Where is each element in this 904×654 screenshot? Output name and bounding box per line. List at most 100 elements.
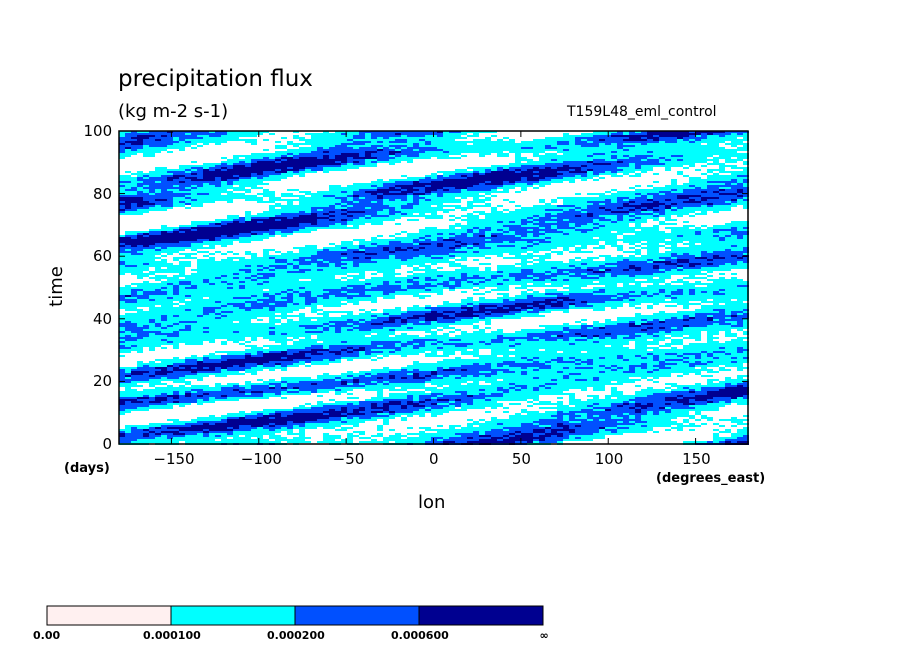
- heatmap-cell: [359, 215, 365, 217]
- heatmap-cell: [263, 193, 269, 195]
- heatmap-cell: [299, 137, 305, 139]
- heatmap-cell: [485, 185, 491, 187]
- heatmap-cell: [299, 191, 305, 193]
- heatmap-cell: [641, 167, 647, 169]
- heatmap-cell: [239, 153, 245, 155]
- heatmap-cell: [203, 139, 209, 141]
- heatmap-cell: [263, 167, 269, 169]
- heatmap-cell: [329, 219, 335, 221]
- heatmap-cell: [383, 163, 389, 165]
- heatmap-cell: [293, 185, 299, 187]
- heatmap-cell: [173, 215, 179, 217]
- heatmap-cell: [563, 153, 569, 155]
- heatmap-cell: [395, 209, 401, 211]
- heatmap-cell: [293, 181, 299, 183]
- heatmap-cell: [203, 205, 209, 207]
- heatmap-cell: [725, 179, 731, 181]
- heatmap-cell: [143, 187, 149, 189]
- heatmap-cell: [497, 161, 503, 163]
- heatmap-cell: [269, 225, 275, 227]
- heatmap-cell: [197, 153, 203, 155]
- heatmap-cell: [713, 133, 719, 135]
- heatmap-cell: [221, 157, 227, 159]
- heatmap-cell: [329, 215, 335, 217]
- heatmap-cell: [311, 177, 317, 179]
- heatmap-cell: [233, 171, 239, 173]
- heatmap-cell: [191, 203, 197, 205]
- heatmap-cell: [491, 177, 497, 179]
- heatmap-cell: [455, 141, 461, 143]
- heatmap-cell: [557, 169, 563, 171]
- heatmap-cell: [365, 151, 371, 153]
- heatmap-cell: [473, 153, 479, 155]
- heatmap-cell: [443, 193, 449, 195]
- heatmap-cell: [239, 187, 245, 189]
- heatmap-cell: [425, 203, 431, 205]
- heatmap-cell: [467, 175, 473, 177]
- heatmap-cell: [521, 201, 527, 203]
- heatmap-cell: [719, 185, 725, 187]
- heatmap-cell: [329, 163, 335, 165]
- heatmap-cell: [725, 205, 731, 207]
- heatmap-cell: [215, 187, 221, 189]
- heatmap-cell: [365, 225, 371, 227]
- heatmap-cell: [713, 171, 719, 173]
- heatmap-cell: [305, 141, 311, 143]
- heatmap-cell: [593, 183, 599, 185]
- heatmap-cell: [725, 203, 731, 205]
- heatmap-cell: [383, 167, 389, 169]
- heatmap-cell: [557, 173, 563, 175]
- heatmap-cell: [617, 155, 623, 157]
- heatmap-cell: [449, 153, 455, 155]
- heatmap-cell: [251, 195, 257, 197]
- heatmap-cell: [215, 155, 221, 157]
- heatmap-cell: [581, 209, 587, 211]
- heatmap-cell: [623, 137, 629, 139]
- heatmap-cell: [179, 185, 185, 187]
- heatmap-cell: [149, 225, 155, 227]
- heatmap-cell: [227, 161, 233, 163]
- heatmap-cell: [659, 159, 665, 161]
- heatmap-cell: [731, 203, 737, 205]
- heatmap-cell: [515, 163, 521, 165]
- heatmap-cell: [143, 221, 149, 223]
- heatmap-cell: [221, 131, 227, 133]
- heatmap-cell: [485, 173, 491, 175]
- heatmap-cell: [611, 155, 617, 157]
- heatmap-cell: [569, 209, 575, 211]
- heatmap-cell: [419, 225, 425, 227]
- heatmap-cell: [545, 137, 551, 139]
- heatmap-cell: [515, 151, 521, 153]
- heatmap-cell: [557, 147, 563, 149]
- heatmap-cell: [425, 213, 431, 215]
- heatmap-cell: [179, 215, 185, 217]
- heatmap-cell: [701, 167, 707, 169]
- heatmap-cell: [527, 163, 533, 165]
- heatmap-cell: [317, 217, 323, 219]
- heatmap-cell: [341, 219, 347, 221]
- heatmap-cell: [647, 217, 653, 219]
- heatmap-cell: [305, 219, 311, 221]
- heatmap-cell: [497, 167, 503, 169]
- heatmap-cell: [731, 143, 737, 145]
- heatmap-cell: [197, 139, 203, 141]
- heatmap-cell: [185, 207, 191, 209]
- heatmap-cell: [605, 191, 611, 193]
- heatmap-cell: [593, 145, 599, 147]
- heatmap-cell: [275, 203, 281, 205]
- heatmap-cell: [497, 217, 503, 219]
- heatmap-cell: [347, 147, 353, 149]
- heatmap-cell: [419, 211, 425, 213]
- heatmap-cell: [719, 131, 725, 133]
- heatmap-cell: [161, 165, 167, 167]
- heatmap-cell: [431, 211, 437, 213]
- heatmap-cell: [371, 157, 377, 159]
- heatmap-cell: [719, 137, 725, 139]
- heatmap-cell: [233, 185, 239, 187]
- heatmap-cell: [629, 183, 635, 185]
- heatmap-cell: [119, 167, 125, 169]
- heatmap-cell: [479, 151, 485, 153]
- heatmap-cell: [557, 149, 563, 151]
- heatmap-cell: [239, 137, 245, 139]
- heatmap-cell: [599, 141, 605, 143]
